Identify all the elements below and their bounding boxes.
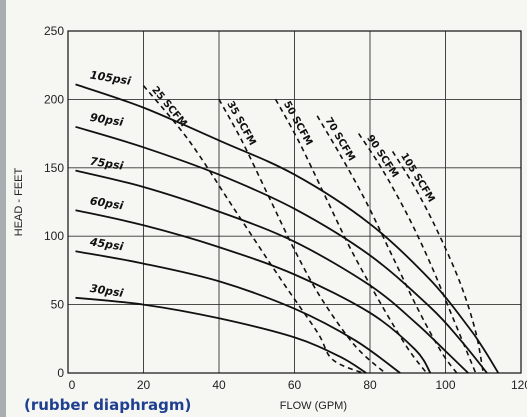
grid: [68, 31, 521, 373]
pressure-curve-label: 90psi: [89, 111, 124, 129]
y-tick-label: 100: [44, 229, 64, 243]
scfm-line: [358, 133, 477, 374]
x-tick-label: 100: [435, 378, 455, 392]
pressure-curve-label: 30psi: [89, 282, 124, 300]
x-tick-label: 20: [137, 378, 151, 392]
air-consumption-lines: [142, 85, 485, 374]
x-tick-label: 40: [212, 378, 226, 392]
x-tick-label: 0: [69, 378, 76, 392]
scfm-line-label: 105 SCFM: [398, 151, 436, 204]
scfm-line: [274, 99, 428, 374]
y-axis-label: HEAD - FEET: [13, 167, 25, 236]
plot-border: [67, 30, 522, 374]
diaphragm-note: (rubber diaphragm): [24, 396, 191, 414]
pressure-curve: [75, 296, 367, 374]
pressure-curve: [75, 125, 488, 374]
scfm-line-label: 25 SCFM: [149, 85, 189, 130]
x-tick-label: 120: [511, 378, 527, 392]
x-tick-label: 60: [288, 378, 302, 392]
pressure-curve-label: 105psi: [89, 68, 132, 87]
pressure-curve-label: 75psi: [89, 155, 124, 173]
pressure-curve: [75, 250, 401, 374]
y-tick-label: 0: [57, 366, 64, 380]
x-axis-label: FLOW (GPM): [280, 400, 347, 412]
pressure-curve: [75, 83, 500, 374]
y-tick-label: 150: [44, 161, 64, 175]
y-tick-label: 200: [44, 92, 64, 106]
axis-ticks: 0 20 40 60 80 100 120 0 50 100 150 200 250: [44, 24, 527, 392]
pressure-curve: [75, 169, 469, 374]
scfm-line: [218, 99, 386, 374]
scfm-line-label: 70 SCFM: [323, 116, 357, 164]
x-tick-label: 80: [363, 378, 377, 392]
y-tick-label: 250: [44, 24, 64, 38]
pressure-curves: [75, 83, 500, 374]
scfm-line: [142, 85, 363, 374]
scfm-line: [391, 150, 485, 374]
pressure-curve-label: 45psi: [88, 235, 124, 253]
y-tick-label: 50: [51, 298, 65, 312]
pressure-curve-label: 60psi: [89, 194, 124, 212]
pressure-curve: [75, 209, 432, 374]
